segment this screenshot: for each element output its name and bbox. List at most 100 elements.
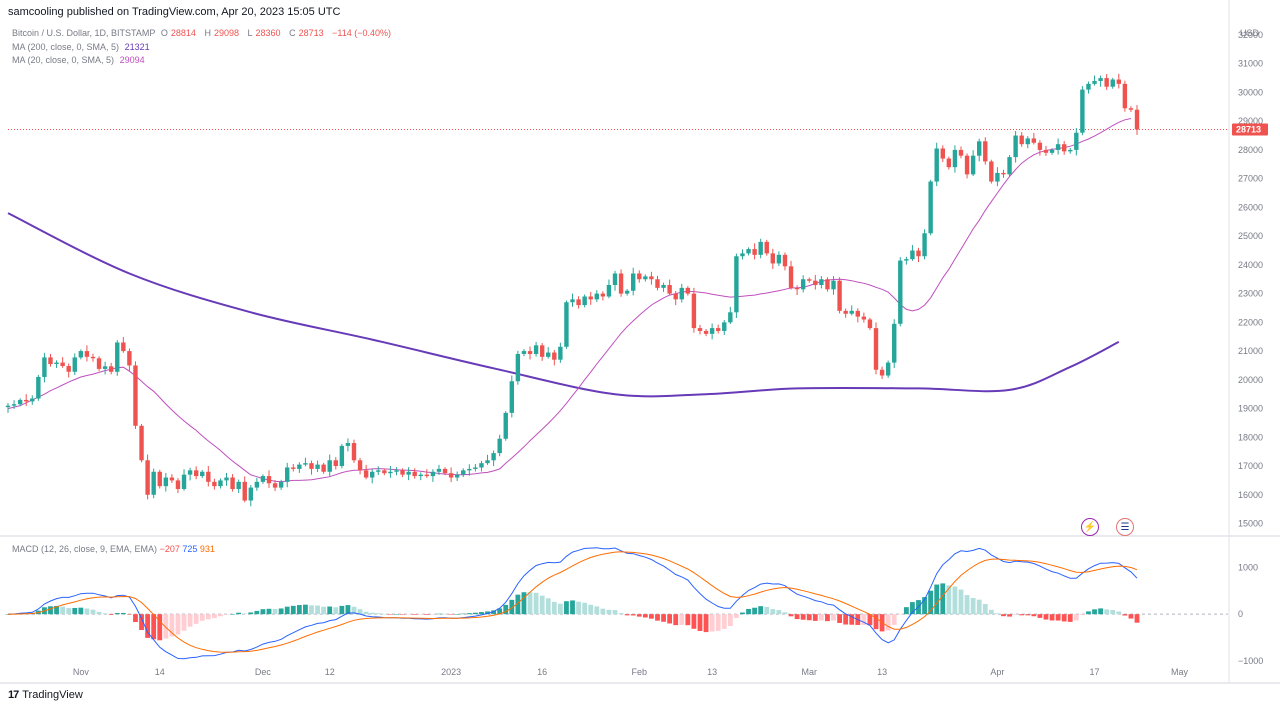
candle (576, 296, 581, 309)
macd-histogram-bar (260, 609, 266, 615)
candle (794, 285, 800, 296)
candle (558, 342, 563, 363)
us-flag-icon[interactable]: ☰ (1116, 518, 1134, 536)
macd-histogram-bar (740, 612, 745, 615)
candle (995, 167, 1000, 187)
candle (212, 478, 217, 490)
candle (977, 138, 982, 162)
candle (685, 286, 691, 296)
candle (297, 462, 302, 473)
candle-body (497, 438, 502, 454)
candle-body (285, 467, 290, 482)
candle (1104, 74, 1109, 90)
macd-histogram-bar (618, 613, 624, 615)
candle-body (734, 256, 739, 313)
candle-body (303, 463, 308, 465)
time-tick-label: Apr (990, 667, 1004, 677)
macd-histogram-bar (782, 612, 788, 615)
macd-histogram-bar (211, 614, 217, 619)
footer-brand-name: TradingView (22, 689, 83, 701)
candle (260, 474, 266, 484)
candle (1031, 132, 1037, 145)
candle-body (788, 266, 794, 288)
candle (970, 150, 976, 177)
ma200-value: 21321 (124, 41, 150, 52)
candle (552, 349, 557, 366)
candle-body (260, 476, 266, 482)
macd-histogram-bar (1025, 614, 1031, 616)
candle-body (649, 276, 654, 280)
macd-histogram-bar (5, 614, 11, 615)
candle-body (521, 351, 527, 354)
macd-histogram-bar (394, 614, 399, 615)
candle (412, 468, 417, 479)
candle-body (576, 299, 581, 306)
candle (370, 469, 375, 484)
footer-brand: 17 TradingView (8, 689, 83, 701)
lightning-icon[interactable]: ⚡ (1081, 518, 1099, 536)
macd-tick-label: 1000 (1238, 562, 1258, 572)
macd-histogram-bar (442, 613, 448, 615)
candle (952, 145, 958, 173)
candle (327, 454, 332, 477)
candle-body (1007, 157, 1012, 175)
candle-body (430, 471, 436, 477)
macd-histogram-bar (1061, 614, 1067, 622)
candle-body (1025, 138, 1030, 145)
macd-histogram-bar (515, 594, 521, 615)
macd-histogram-bar (66, 608, 72, 615)
candle-body (1068, 149, 1073, 152)
macd-histogram-bar (934, 584, 940, 615)
candle (940, 145, 945, 163)
last-price-label: 28713 (1236, 124, 1261, 134)
candle-body (467, 468, 472, 471)
macd-histogram-bar (673, 614, 679, 626)
macd-histogram-bar (697, 614, 703, 631)
candle-body (661, 284, 666, 288)
candle (728, 306, 733, 325)
candle (861, 312, 867, 323)
macd-histogram-bar (418, 614, 424, 615)
candle (879, 366, 885, 379)
candle-body (928, 181, 933, 234)
candle-body (728, 312, 733, 323)
candle-body (108, 366, 114, 372)
candle-body (552, 352, 557, 360)
macd-histogram-bar (1104, 609, 1110, 615)
macd-histogram-bar (588, 604, 594, 615)
macd-histogram-bar (114, 612, 120, 615)
candle (333, 457, 338, 470)
candle-body (1110, 79, 1115, 87)
candle-body (254, 481, 260, 488)
candle-body (17, 399, 23, 405)
macd-histogram-bar (491, 610, 496, 615)
macd-histogram-bar (885, 614, 891, 631)
candle (115, 340, 120, 376)
candle (624, 289, 630, 296)
candle-body (363, 470, 369, 478)
macd-histogram-bar (290, 605, 296, 615)
price-tick-label: 32000 (1238, 30, 1263, 40)
macd-histogram-bar (1128, 614, 1134, 619)
macd-histogram-bar (381, 613, 387, 615)
candle (430, 469, 436, 482)
currency-label: USD (1240, 28, 1260, 38)
candle (321, 462, 326, 474)
macd-histogram-bar (891, 614, 897, 625)
candle-body (916, 250, 921, 257)
candle (934, 142, 939, 187)
candle (582, 294, 587, 308)
candle-body (819, 279, 824, 285)
candle-body (1128, 108, 1134, 110)
candle (539, 343, 545, 361)
macd-histogram-bar (1007, 614, 1012, 617)
tradingview-logo-icon: 17 (8, 689, 19, 701)
ma20-line (7, 118, 1132, 483)
candle-body (1116, 79, 1122, 84)
candle-body (952, 149, 958, 168)
candle (473, 464, 478, 472)
grid-layer (8, 128, 1228, 615)
candle-body (807, 279, 812, 281)
candle (36, 374, 41, 401)
